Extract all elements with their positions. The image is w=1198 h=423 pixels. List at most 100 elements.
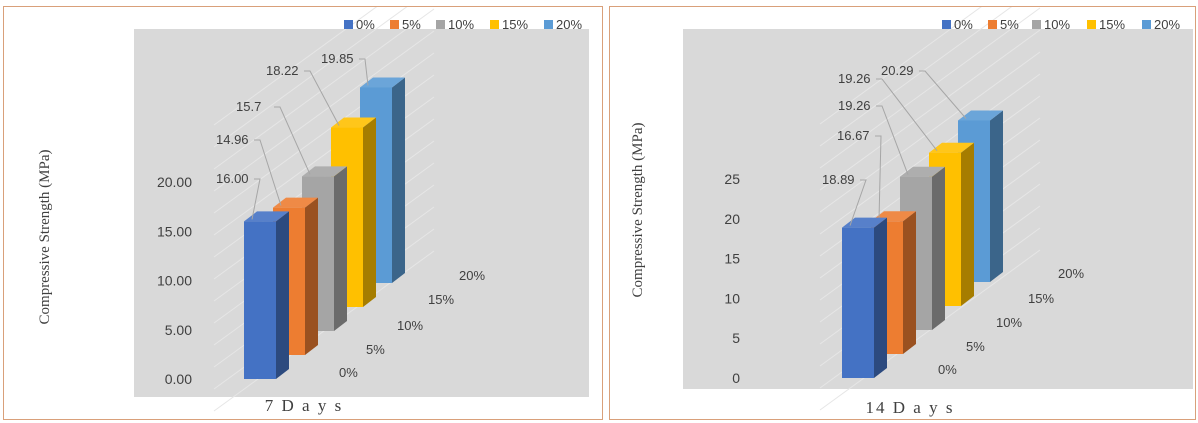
bar-side-face — [276, 211, 289, 379]
data-label: 19.26 — [838, 71, 871, 86]
y-tick-label: 5.00 — [165, 322, 192, 338]
leader-line — [876, 78, 938, 151]
y-axis-title: Compressive Strength (MPa) — [630, 123, 646, 298]
legend-item: 5% — [390, 17, 421, 32]
leader-line — [251, 178, 261, 220]
depth-axis-label: 5% — [966, 339, 985, 354]
legend-item: 20% — [1142, 17, 1180, 32]
depth-axis-label: 0% — [938, 362, 957, 377]
depth-axis-label: 0% — [339, 365, 358, 380]
bar-top-face — [958, 110, 1003, 121]
bar-side-face — [903, 211, 916, 354]
bar-front-face — [244, 221, 276, 379]
chart-14-days: 0 5 10 15 20 25 Compressive Strength (MPa) 20.2… — [630, 7, 1193, 417]
legend-item: 10% — [436, 17, 474, 32]
legend-swatch — [1142, 20, 1151, 29]
legend-swatch — [490, 20, 499, 29]
data-label: 19.85 — [321, 51, 354, 66]
legend-item: 0% — [942, 17, 973, 32]
leader-line — [359, 58, 369, 86]
data-label: 19.26 — [838, 98, 871, 113]
legend-item: 10% — [1032, 17, 1070, 32]
legend-label: 5% — [1000, 17, 1019, 32]
legend-label: 20% — [1154, 17, 1180, 32]
bar-top-face — [360, 77, 405, 88]
legend-label: 20% — [556, 17, 582, 32]
leader-line — [876, 105, 909, 175]
y-tick-label: 10 — [724, 290, 740, 306]
y-tick-label: 10.00 — [157, 273, 192, 289]
y-tick-label: 25 — [724, 171, 740, 187]
bar-side-face — [961, 142, 974, 306]
bar-top-face — [244, 211, 289, 222]
y-tick-label: 20 — [724, 211, 740, 227]
bar-side-face — [932, 166, 945, 330]
legend-swatch — [544, 20, 553, 29]
bar-top-face — [842, 217, 887, 228]
legend-item: 20% — [544, 17, 582, 32]
legend-label: 15% — [1099, 17, 1125, 32]
bar-front-face — [842, 227, 874, 378]
data-label: 16.67 — [837, 128, 870, 143]
bar-side-face — [334, 166, 347, 331]
leader-line — [919, 70, 967, 119]
data-label: 18.89 — [822, 172, 855, 187]
bar-top-face — [302, 166, 347, 177]
bar-side-face — [363, 117, 376, 308]
legend-swatch — [344, 20, 353, 29]
legend-label: 5% — [402, 17, 421, 32]
legend-label: 0% — [356, 17, 375, 32]
data-label: 15.7 — [236, 99, 261, 114]
y-axis-title: Compressive Strength (MPa) — [37, 150, 53, 325]
legend-swatch — [390, 20, 399, 29]
data-label: 14.96 — [216, 132, 249, 147]
legend-label: 15% — [502, 17, 528, 32]
bar-side-face — [990, 110, 1003, 282]
legend-item: 5% — [988, 17, 1019, 32]
leader-line — [875, 135, 882, 220]
bar-0pct — [842, 217, 887, 378]
bar-side-face — [874, 217, 887, 378]
leader-line — [849, 179, 867, 226]
leader-line — [304, 70, 340, 126]
depth-axis-label: 15% — [1028, 291, 1054, 306]
x-axis-title: 7 D a y s — [265, 396, 343, 415]
data-label: 20.29 — [881, 63, 914, 78]
bar-top-face — [900, 166, 945, 177]
depth-axis-label: 20% — [459, 268, 485, 283]
y-tick-label: 5 — [732, 330, 740, 346]
legend-item: 0% — [344, 17, 375, 32]
depth-axis-label: 15% — [428, 292, 454, 307]
y-tick-label: 0 — [732, 370, 740, 386]
y-tick-label: 15 — [724, 251, 740, 267]
legend-swatch — [436, 20, 445, 29]
legend-label: 10% — [448, 17, 474, 32]
depth-axis-label: 10% — [397, 318, 423, 333]
chart-panel-7-days: 0.00 5.00 10.00 15.00 20.00 Compressive Stren… — [3, 6, 603, 420]
bar-top-face — [273, 197, 318, 208]
legend-item: 15% — [1087, 17, 1125, 32]
leader-line — [274, 106, 311, 175]
legend-swatch — [1032, 20, 1041, 29]
x-axis-title: 14 D a y s — [866, 398, 955, 417]
y-tick-label: 20.00 — [157, 174, 192, 190]
y-tick-label: 0.00 — [165, 371, 192, 387]
data-label: 18.22 — [266, 63, 299, 78]
chart-panel-14-days: 0 5 10 15 20 25 Compressive Strength (MPa) 20.2… — [609, 6, 1196, 420]
bar-top-face — [929, 142, 974, 153]
legend-item: 15% — [490, 17, 528, 32]
bar-0pct — [244, 211, 289, 379]
depth-axis-label: 20% — [1058, 266, 1084, 281]
chart-7-days: 0.00 5.00 10.00 15.00 20.00 Compressive Stren… — [37, 7, 589, 415]
legend-swatch — [1087, 20, 1096, 29]
depth-axis-label: 10% — [996, 315, 1022, 330]
legend-label: 0% — [954, 17, 973, 32]
legend-swatch — [988, 20, 997, 29]
bar-top-face — [331, 117, 376, 128]
legend-label: 10% — [1044, 17, 1070, 32]
bar-side-face — [392, 77, 405, 283]
legend-swatch — [942, 20, 951, 29]
y-tick-label: 15.00 — [157, 223, 192, 239]
bar-side-face — [305, 197, 318, 355]
data-label: 16.00 — [216, 171, 249, 186]
